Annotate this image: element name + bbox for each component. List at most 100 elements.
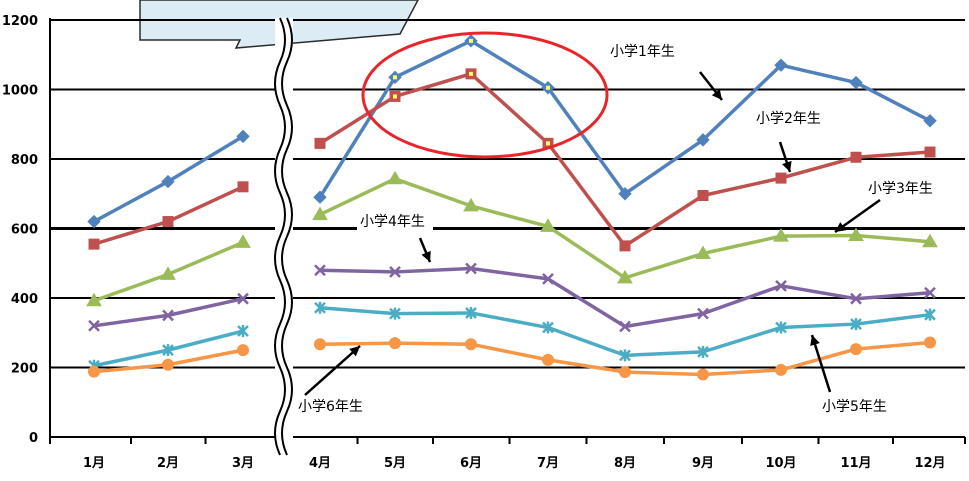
series-5-point	[237, 325, 249, 338]
y-tick-label: 0	[29, 431, 38, 446]
series-5-point	[697, 345, 709, 358]
series-2-point	[697, 189, 709, 201]
series-5-point	[619, 349, 631, 362]
series-4-point	[924, 286, 936, 299]
series-label-bg	[357, 211, 433, 231]
series-label-arrowhead	[421, 250, 431, 262]
series-4-point	[619, 320, 631, 333]
series-3-point	[312, 206, 328, 221]
series-4-point	[697, 307, 709, 320]
series-5-point	[924, 308, 936, 321]
x-tick-label: 1月	[83, 456, 105, 471]
series-label-text: 小学1年生	[610, 44, 675, 60]
series-3-point	[540, 218, 556, 232]
series-label-text: 小学3年生	[868, 181, 933, 197]
y-tick-label: 200	[11, 362, 38, 377]
series-6-point	[389, 337, 401, 350]
y-tick-label: 600	[11, 223, 38, 238]
series-4-point	[542, 273, 554, 285]
series-6-point	[697, 368, 709, 381]
series-label-bg	[819, 396, 895, 416]
series-label-1: 小学1年生	[607, 41, 723, 101]
series-2-point	[314, 137, 326, 149]
series-1-point	[618, 187, 632, 201]
series-2-point	[619, 240, 631, 252]
series-2-point-highlight	[546, 141, 550, 146]
series-3-point	[235, 234, 251, 248]
series-4-line	[93, 296, 244, 328]
y-tick-label: 1000	[2, 84, 38, 99]
series-5-point	[162, 344, 174, 357]
series-3-point	[848, 227, 864, 241]
series-4-point	[237, 292, 249, 305]
series-4-point	[162, 309, 174, 322]
series-2-point	[88, 238, 100, 250]
series-3-point	[617, 269, 633, 284]
series-2-point	[162, 216, 174, 228]
series-4-point	[775, 279, 787, 292]
series-3-point	[86, 292, 102, 307]
series-label-bg	[607, 41, 683, 61]
series-6-point	[465, 338, 477, 351]
series-label-arrowhead	[835, 222, 847, 232]
series-3-point	[922, 233, 938, 248]
series-5-point	[465, 306, 477, 319]
series-2-point-highlight	[393, 94, 397, 99]
series-3-point	[387, 170, 403, 185]
axis-break-line	[274, 17, 286, 456]
series-label-2: 小学2年生	[753, 108, 829, 173]
series-2-point	[924, 146, 936, 158]
series-label-text: 小学6年生	[298, 399, 363, 415]
series-4-point	[88, 319, 100, 332]
series-4-point	[465, 262, 477, 275]
series-1-point	[236, 129, 250, 144]
series-6-point	[924, 336, 936, 349]
series-2-point	[850, 151, 862, 163]
series-3-point	[160, 266, 176, 280]
x-tick-label: 2月	[157, 456, 179, 471]
series-label-arrowhead	[782, 160, 792, 172]
x-tick-label: 9月	[692, 456, 714, 471]
x-tick-label: 8月	[614, 456, 636, 471]
series-label-4: 小学4年生	[357, 211, 433, 263]
series-5-point	[542, 321, 554, 334]
y-tick-label: 800	[11, 153, 38, 168]
series-markers	[86, 34, 938, 381]
series-3-point	[695, 245, 711, 260]
axis-break-line	[281, 17, 293, 456]
series-label-5: 小学5年生	[810, 334, 895, 416]
series-6-point	[237, 344, 249, 357]
x-tick-label: 7月	[537, 456, 559, 471]
series-5-line	[319, 305, 931, 358]
series-1-point	[849, 75, 863, 90]
series-6-point	[619, 366, 631, 379]
series-label-bg	[865, 178, 941, 198]
series-3-point	[773, 228, 789, 242]
series-6-point	[162, 358, 174, 371]
series-1-line	[318, 39, 931, 199]
series-6-point	[775, 363, 787, 376]
axes: 0 200 400 600 800 1000 1200 1月 2月 3月 4月 5月 6月 7月 8月 9月 1…	[2, 14, 966, 471]
series-3-point	[463, 197, 479, 212]
series-label-bg	[295, 396, 371, 416]
series-1-point-highlight	[469, 38, 473, 43]
series-2-point	[237, 181, 249, 193]
series-1-point	[87, 214, 101, 229]
series-1-point	[696, 133, 710, 147]
y-tick-label: 1200	[2, 14, 38, 29]
y-tick-label: 400	[11, 292, 38, 307]
gridlines	[50, 19, 965, 369]
x-tick-label: 12月	[914, 456, 945, 471]
series-label-text: 小学2年生	[756, 111, 821, 127]
series-label-text: 小学4年生	[360, 214, 425, 230]
series-4-point	[389, 266, 401, 278]
series-4-point	[850, 292, 862, 305]
x-tick-label: 11月	[840, 456, 871, 471]
series-label-text: 小学5年生	[822, 399, 887, 415]
series-label-bg	[753, 108, 829, 128]
series-4-point	[314, 264, 326, 277]
series-1-point-highlight	[393, 75, 397, 80]
